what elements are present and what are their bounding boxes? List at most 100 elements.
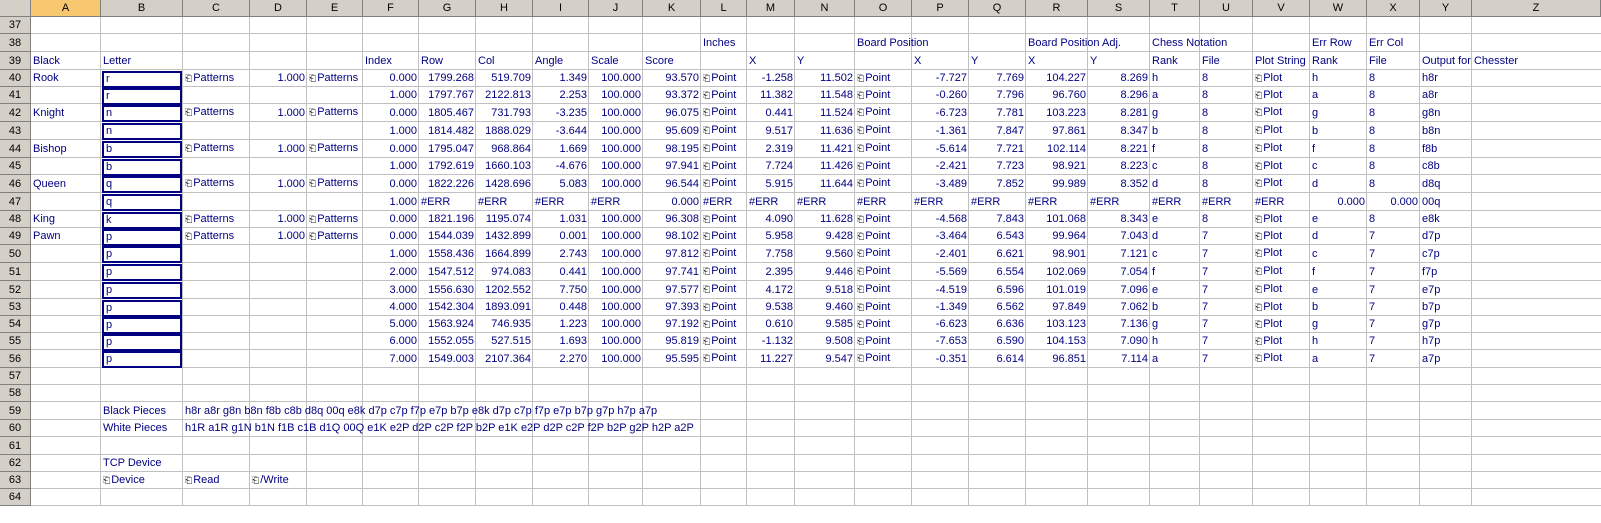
column-header-e[interactable]: E (307, 0, 363, 17)
point-control-o[interactable]: ⎗Point (855, 122, 890, 139)
point-control-o[interactable]: ⎗Point (855, 245, 890, 262)
row-header-49[interactable]: 49 (0, 228, 31, 245)
plot-control[interactable]: ⎗Plot (1253, 70, 1282, 87)
point-control-l[interactable]: ⎗Point (701, 175, 736, 192)
column-header-g[interactable]: G (419, 0, 476, 17)
letter-input[interactable]: b (102, 159, 182, 176)
row-header-57[interactable]: 57 (0, 368, 31, 385)
row-header-55[interactable]: 55 (0, 333, 31, 350)
point-control-l[interactable]: ⎗Point (701, 281, 736, 298)
patterns-button-c[interactable]: ⎗Patterns (183, 104, 234, 121)
column-header-r[interactable]: R (1026, 0, 1088, 17)
row-header-59[interactable]: 59 (0, 402, 31, 420)
letter-input[interactable]: p (102, 246, 182, 263)
column-header-b[interactable]: B (101, 0, 183, 17)
plot-control[interactable]: ⎗Plot (1253, 333, 1282, 350)
plot-control[interactable]: ⎗Plot (1253, 316, 1282, 333)
column-header-h[interactable]: H (476, 0, 533, 17)
row-header-47[interactable]: 47 (0, 193, 31, 211)
point-control-o[interactable]: ⎗Point (855, 281, 890, 298)
letter-input[interactable]: p (102, 264, 182, 281)
patterns-button-e[interactable]: ⎗Patterns (307, 140, 358, 157)
column-header-w[interactable]: W (1310, 0, 1367, 17)
point-control-o[interactable]: ⎗Point (855, 175, 890, 192)
letter-input[interactable]: p (102, 300, 182, 317)
row-header-50[interactable]: 50 (0, 245, 31, 263)
column-header-z[interactable]: Z (1472, 0, 1601, 17)
point-control-l[interactable]: ⎗Point (701, 350, 736, 367)
row-header-62[interactable]: 62 (0, 455, 31, 472)
column-header-a[interactable]: A (31, 0, 101, 17)
column-header-o[interactable]: O (855, 0, 912, 17)
plot-control[interactable]: ⎗Plot (1253, 211, 1282, 228)
patterns-button-c[interactable]: ⎗Patterns (183, 175, 234, 192)
row-header-51[interactable]: 51 (0, 263, 31, 281)
column-header-f[interactable]: F (363, 0, 419, 17)
row-header-56[interactable]: 56 (0, 350, 31, 368)
row-header-44[interactable]: 44 (0, 140, 31, 158)
plot-control[interactable]: ⎗Plot (1253, 281, 1282, 298)
letter-input[interactable]: p (102, 282, 182, 299)
plot-control[interactable]: ⎗Plot (1253, 245, 1282, 262)
patterns-button-c[interactable]: ⎗Patterns (183, 228, 234, 245)
point-control-o[interactable]: ⎗Point (855, 140, 890, 157)
letter-input[interactable]: n (102, 105, 182, 122)
row-header-64[interactable]: 64 (0, 489, 31, 506)
point-control-o[interactable]: ⎗Point (855, 333, 890, 350)
point-control-o[interactable]: ⎗Point (855, 158, 890, 175)
column-header-x[interactable]: X (1367, 0, 1420, 17)
patterns-button-e[interactable]: ⎗Patterns (307, 211, 358, 228)
point-control-l[interactable]: ⎗Point (701, 299, 736, 316)
row-header-52[interactable]: 52 (0, 281, 31, 299)
patterns-button-c[interactable]: ⎗Patterns (183, 70, 234, 87)
letter-input[interactable]: p (102, 317, 182, 334)
letter-input[interactable]: q (102, 176, 182, 193)
point-control-l[interactable]: ⎗Point (701, 263, 736, 280)
column-header-y[interactable]: Y (1420, 0, 1472, 17)
letter-input[interactable]: p (102, 351, 182, 368)
point-control-l[interactable]: ⎗Point (701, 104, 736, 121)
row-header-39[interactable]: 39 (0, 52, 31, 70)
point-control-l[interactable]: ⎗Point (701, 316, 736, 333)
plot-control[interactable]: ⎗Plot (1253, 175, 1282, 192)
point-control-o[interactable]: ⎗Point (855, 228, 890, 245)
point-control-l[interactable]: ⎗Point (701, 158, 736, 175)
row-header-40[interactable]: 40 (0, 70, 31, 87)
column-header-c[interactable]: C (183, 0, 250, 17)
patterns-button-c[interactable]: ⎗Patterns (183, 211, 234, 228)
point-control-o[interactable]: ⎗Point (855, 211, 890, 228)
point-control-l[interactable]: ⎗Point (701, 228, 736, 245)
column-header-k[interactable]: K (643, 0, 701, 17)
plot-control[interactable]: ⎗Plot (1253, 350, 1282, 367)
point-control-l[interactable]: ⎗Point (701, 333, 736, 350)
row-header-46[interactable]: 46 (0, 175, 31, 193)
patterns-button-e[interactable]: ⎗Patterns (307, 175, 358, 192)
patterns-button-e[interactable]: ⎗Patterns (307, 104, 358, 121)
point-control-l[interactable]: ⎗Point (701, 211, 736, 228)
letter-input[interactable]: r (102, 71, 182, 88)
row-header-38[interactable]: 38 (0, 34, 31, 52)
column-header-v[interactable]: V (1253, 0, 1310, 17)
plot-control[interactable]: ⎗Plot (1253, 228, 1282, 245)
column-header-l[interactable]: L (701, 0, 747, 17)
row-header-42[interactable]: 42 (0, 104, 31, 122)
point-control-l[interactable]: ⎗Point (701, 140, 736, 157)
patterns-button-c[interactable]: ⎗Patterns (183, 140, 234, 157)
column-header-q[interactable]: Q (969, 0, 1026, 17)
row-header-61[interactable]: 61 (0, 437, 31, 455)
column-header-s[interactable]: S (1088, 0, 1150, 17)
plot-control[interactable]: ⎗Plot (1253, 140, 1282, 157)
point-control-o[interactable]: ⎗Point (855, 70, 890, 87)
letter-input[interactable]: k (102, 212, 182, 229)
row-header-48[interactable]: 48 (0, 211, 31, 228)
row-header-60[interactable]: 60 (0, 420, 31, 437)
point-control-o[interactable]: ⎗Point (855, 299, 890, 316)
column-header-p[interactable]: P (912, 0, 969, 17)
letter-input[interactable]: n (102, 123, 182, 140)
column-header-t[interactable]: T (1150, 0, 1200, 17)
plot-control[interactable]: ⎗Plot (1253, 122, 1282, 139)
point-control-o[interactable]: ⎗Point (855, 350, 890, 367)
column-header-u[interactable]: U (1200, 0, 1253, 17)
row-header-37[interactable]: 37 (0, 17, 31, 34)
letter-input[interactable]: b (102, 141, 182, 158)
